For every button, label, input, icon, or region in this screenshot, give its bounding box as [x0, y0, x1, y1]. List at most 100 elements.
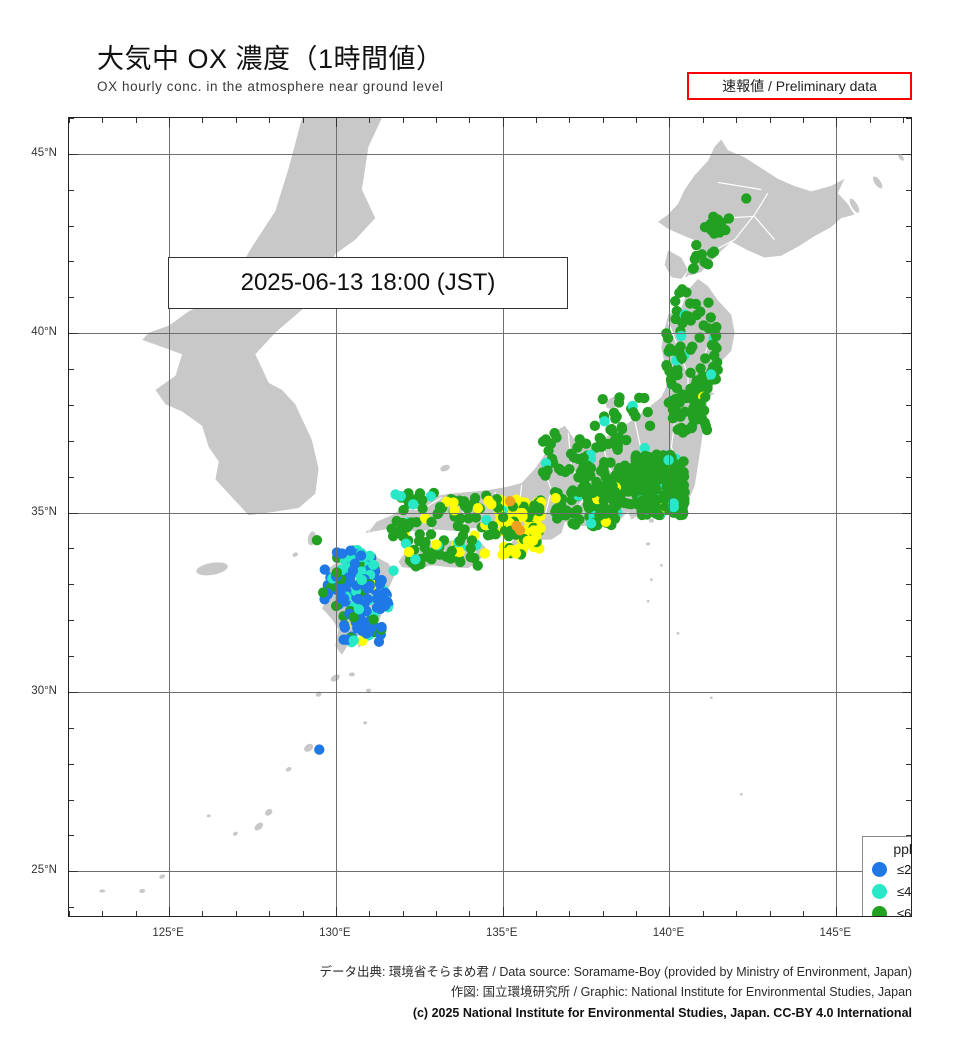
- station-point: [533, 502, 545, 514]
- station-point: [670, 405, 682, 416]
- station-point: [564, 464, 575, 475]
- station-point: [616, 421, 627, 433]
- axis-tick: [135, 911, 137, 916]
- legend-item-label: ≤40: [897, 883, 912, 899]
- island-shape: [365, 688, 371, 693]
- axis-tick: [69, 763, 74, 765]
- station-point: [364, 550, 375, 561]
- axis-tick: [902, 512, 911, 514]
- axis-tick: [906, 261, 911, 263]
- station-point: [700, 353, 711, 364]
- station-point: [337, 548, 348, 559]
- axis-tick: [769, 911, 771, 916]
- gridline-longitude: [335, 118, 337, 916]
- axis-tick: [302, 911, 304, 916]
- station-point: [550, 492, 561, 504]
- station-point: [345, 545, 356, 556]
- station-point: [487, 520, 499, 532]
- station-point: [395, 490, 406, 502]
- station-point: [683, 311, 694, 322]
- footer-data-source: データ出典: 環境省そらまめ君 / Data source: Soramame-…: [319, 965, 912, 979]
- station-point: [639, 392, 650, 404]
- station-point: [703, 297, 714, 308]
- station-point: [607, 426, 618, 437]
- station-point: [555, 465, 567, 476]
- station-point: [702, 379, 713, 390]
- axis-tick: [906, 727, 911, 729]
- axis-tick: [702, 118, 704, 123]
- station-point: [400, 518, 411, 530]
- station-point: [612, 440, 624, 451]
- island-shape: [849, 198, 860, 213]
- axis-tick: [402, 118, 404, 123]
- station-point: [603, 476, 614, 487]
- station-point: [583, 484, 594, 495]
- station-point: [572, 442, 583, 453]
- timestamp-label: 2025-06-13 18:00 (JST): [240, 269, 496, 296]
- station-point: [335, 587, 346, 598]
- station-point: [441, 551, 452, 562]
- axis-tick: [202, 118, 204, 123]
- longitude-tick-label: 145°E: [819, 927, 851, 939]
- axis-tick: [435, 118, 437, 123]
- axis-tick: [69, 691, 78, 693]
- axis-tick: [669, 118, 671, 127]
- station-point: [591, 476, 602, 488]
- station-point: [434, 501, 446, 513]
- station-point: [459, 524, 470, 535]
- legend-item: ≤40: [863, 880, 912, 902]
- station-point: [668, 501, 679, 513]
- station-point: [638, 464, 650, 476]
- station-point: [454, 535, 465, 547]
- axis-tick: [906, 225, 911, 227]
- island-shape: [659, 563, 663, 567]
- station-point: [388, 565, 399, 576]
- station-point: [660, 501, 671, 512]
- station-point: [638, 472, 649, 483]
- station-point: [355, 550, 367, 561]
- landmass-polygon: [658, 139, 855, 278]
- page-title: 大気中 OX 濃度（1時間値）: [97, 44, 444, 74]
- station-point: [711, 321, 722, 333]
- axis-tick: [369, 118, 371, 123]
- island-shape: [304, 743, 314, 752]
- gridline-longitude: [836, 118, 838, 916]
- axis-tick: [906, 548, 911, 550]
- station-point: [628, 407, 639, 418]
- station-point: [678, 456, 689, 467]
- gridline-longitude: [669, 118, 671, 916]
- station-point: [483, 495, 494, 507]
- island-shape: [739, 792, 743, 796]
- station-point: [615, 467, 627, 478]
- station-point: [462, 503, 473, 514]
- footer-graphic-credit: 作図: 国立環境研究所 / Graphic: National Institut…: [450, 985, 912, 999]
- axis-tick: [302, 118, 304, 123]
- axis-tick: [102, 118, 104, 123]
- station-point: [466, 535, 478, 546]
- axis-tick: [69, 911, 70, 916]
- title-block: 大気中 OX 濃度（1時間値） OX hourly conc. in the a…: [97, 42, 444, 96]
- island-shape: [206, 814, 211, 818]
- station-point: [711, 357, 723, 368]
- station-point: [589, 420, 601, 432]
- axis-tick: [235, 118, 237, 123]
- station-point: [662, 333, 674, 344]
- timestamp-box: 2025-06-13 18:00 (JST): [168, 257, 568, 309]
- station-point: [319, 564, 330, 575]
- station-point: [375, 603, 386, 614]
- station-point: [510, 548, 522, 559]
- station-point: [490, 529, 501, 540]
- station-point: [511, 520, 522, 532]
- map-frame[interactable]: 2025-06-13 18:00 (JST) ppb ≤20≤40≤60≤120…: [68, 117, 912, 917]
- station-point: [517, 511, 528, 522]
- axis-tick: [69, 440, 74, 442]
- island-shape: [99, 889, 106, 893]
- station-point: [362, 583, 373, 594]
- island-shape: [363, 721, 368, 725]
- station-point: [684, 298, 696, 309]
- station-point: [621, 434, 632, 446]
- legend-box: ppb ≤20≤40≤60≤120≤240≤500: [862, 836, 912, 916]
- station-point: [644, 420, 656, 432]
- station-point: [690, 379, 701, 390]
- station-point: [472, 503, 484, 514]
